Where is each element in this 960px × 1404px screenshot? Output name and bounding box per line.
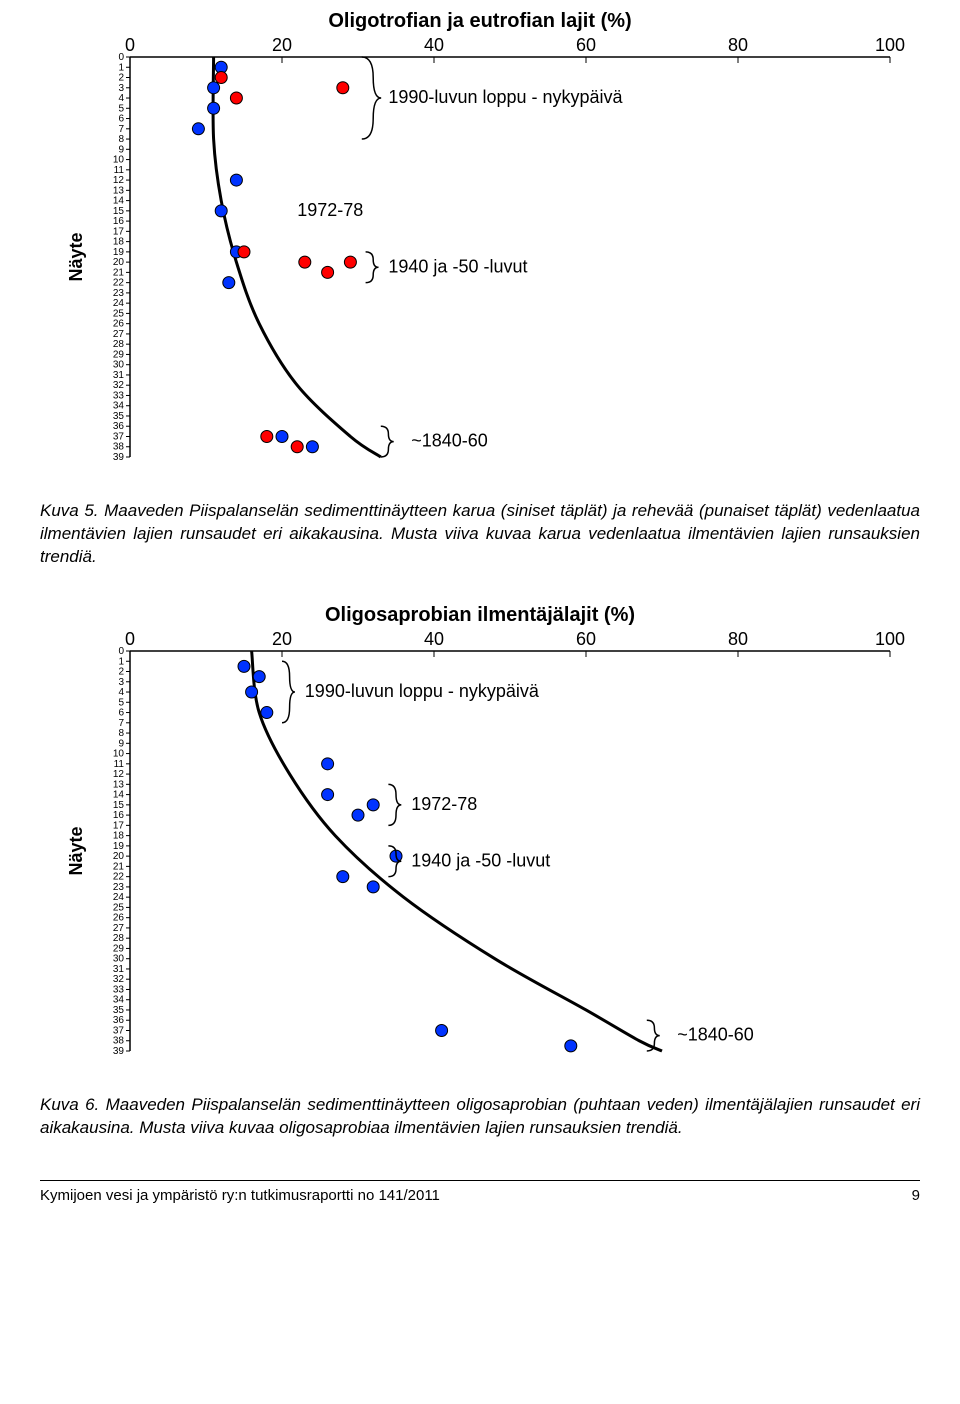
chart2-title: Oligosaprobian ilmentäjälajit (%) bbox=[30, 604, 930, 627]
chart1-svg: 0204060801000123456789101112131415161718… bbox=[40, 35, 920, 475]
footer-text: Kymijoen vesi ja ympäristö ry:n tutkimus… bbox=[40, 1187, 440, 1204]
svg-text:1940 ja -50 -luvut: 1940 ja -50 -luvut bbox=[388, 256, 527, 276]
svg-text:80: 80 bbox=[728, 35, 748, 55]
chart1-container: Oligotrofian ja eutrofian lajit (%) 0 20 4… bbox=[30, 10, 930, 475]
page-footer: Kymijoen vesi ja ympäristö ry:n tutkimus… bbox=[40, 1180, 920, 1204]
svg-text:1940 ja -50 -luvut: 1940 ja -50 -luvut bbox=[411, 850, 550, 870]
svg-text:1990-luvun loppu - nykypäivä: 1990-luvun loppu - nykypäivä bbox=[388, 87, 623, 107]
svg-text:39: 39 bbox=[113, 452, 125, 463]
chart1-title: Oligotrofian ja eutrofian lajit (%) bbox=[30, 10, 930, 33]
svg-text:~1840-60: ~1840-60 bbox=[677, 1024, 754, 1044]
svg-text:Näyte: Näyte bbox=[66, 826, 86, 875]
svg-text:60: 60 bbox=[576, 35, 596, 55]
svg-text:1972-78: 1972-78 bbox=[411, 794, 477, 814]
page-number: 9 bbox=[912, 1187, 920, 1204]
svg-text:100: 100 bbox=[875, 629, 905, 649]
chart2-svg: 0204060801000123456789101112131415161718… bbox=[40, 629, 920, 1069]
svg-text:80: 80 bbox=[728, 629, 748, 649]
page: Oligotrofian ja eutrofian lajit (%) 0 20 4… bbox=[0, 10, 960, 1204]
caption2-body: Maaveden Piispalanselän sedimenttinäytte… bbox=[40, 1095, 920, 1137]
svg-text:1972-78: 1972-78 bbox=[297, 200, 363, 220]
svg-text:~1840-60: ~1840-60 bbox=[411, 431, 488, 451]
svg-text:39: 39 bbox=[113, 1046, 125, 1057]
caption1-body: Maaveden Piispalanselän sedimenttinäytte… bbox=[40, 501, 920, 566]
svg-text:100: 100 bbox=[875, 35, 905, 55]
svg-text:0: 0 bbox=[125, 35, 135, 55]
svg-text:Näyte: Näyte bbox=[66, 232, 86, 281]
svg-text:1990-luvun loppu - nykypäivä: 1990-luvun loppu - nykypäivä bbox=[305, 681, 540, 701]
caption2-prefix: Kuva 6. bbox=[40, 1095, 106, 1114]
svg-text:40: 40 bbox=[424, 629, 444, 649]
svg-text:0: 0 bbox=[125, 629, 135, 649]
svg-text:20: 20 bbox=[272, 629, 292, 649]
caption1-prefix: Kuva 5. bbox=[40, 501, 104, 520]
caption1: Kuva 5. Maaveden Piispalanselän sediment… bbox=[40, 500, 920, 569]
svg-text:60: 60 bbox=[576, 629, 596, 649]
svg-text:20: 20 bbox=[272, 35, 292, 55]
chart2-container: Oligosaprobian ilmentäjälajit (%) 0 20 40 6… bbox=[30, 604, 930, 1069]
svg-text:40: 40 bbox=[424, 35, 444, 55]
caption2: Kuva 6. Maaveden Piispalanselän sediment… bbox=[40, 1094, 920, 1140]
